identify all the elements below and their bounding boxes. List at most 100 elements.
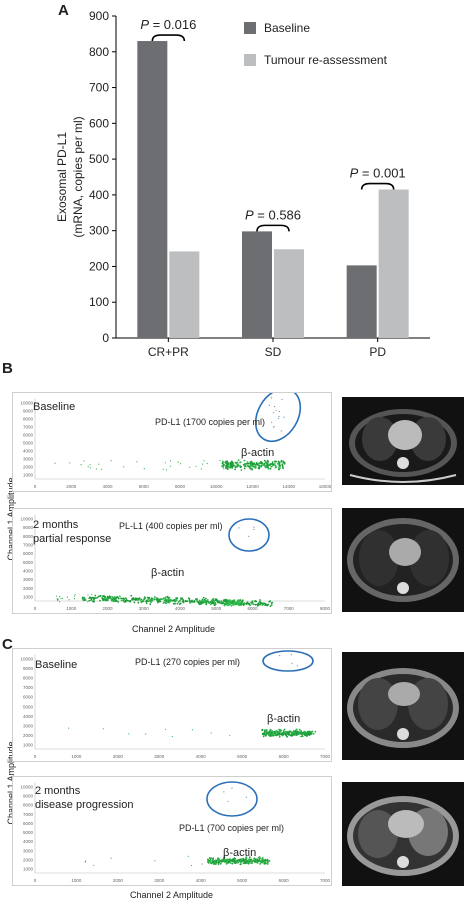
pdl1-droplet [278, 410, 280, 413]
panel-c-droplet-plot-baseline: 0 1000 2000 3000 4000 5000 6000 7000 10000 9000 80… [12, 648, 332, 762]
y-tick-label: 1000 [23, 473, 34, 478]
droplet-scatter: 0 1000 2000 3000 4000 5000 6000 7000 10000 9000 80… [20, 650, 331, 759]
actin-droplet [234, 466, 237, 469]
actin-droplet [277, 468, 280, 471]
actin-droplet [223, 599, 226, 601]
actin-droplet [123, 601, 126, 603]
actin-droplet [279, 467, 281, 469]
ct-scan-image-b-2-months [342, 508, 464, 612]
y-tick-label: 6000 [23, 821, 34, 826]
actin-droplet [189, 602, 191, 604]
pdl1-droplet [279, 655, 281, 657]
pdl1-droplet [281, 398, 283, 401]
y-tick-label: 9000 [23, 666, 34, 671]
actin-droplet [228, 600, 231, 602]
pdl1-droplet [272, 412, 274, 414]
actin-droplet [226, 462, 229, 465]
droplet-scatter: 0 1000 2000 3000 4000 5000 6000 7000 8000 10000 90… [20, 515, 331, 611]
y-tick-label: 500 [89, 152, 109, 166]
actin-droplet [283, 728, 286, 731]
y-tick-label: 8000 [23, 676, 34, 681]
actin-droplet [245, 463, 248, 465]
actin-droplet [301, 735, 304, 738]
actin-droplet [93, 864, 95, 866]
actin-droplet [210, 732, 212, 734]
actin-droplet [87, 594, 89, 596]
actin-droplet [226, 600, 229, 603]
pdl1-droplet [290, 654, 292, 656]
actin-droplet [69, 462, 71, 464]
actin-droplet [114, 596, 116, 598]
actin-droplet [269, 467, 272, 470]
x-tick-label: 0 [34, 878, 37, 883]
bar-reassessment-cr-pr [169, 251, 200, 338]
pdl1-droplet [273, 426, 275, 428]
actin-droplet [298, 728, 301, 731]
x-tick-label: 7000 [320, 878, 331, 883]
actin-droplet [225, 861, 228, 864]
actin-droplet [223, 857, 226, 860]
p-value-annotation: P = 0.586 [245, 207, 301, 222]
actin-droplet [261, 604, 264, 606]
actin-droplet [191, 864, 193, 867]
actin-droplet [93, 597, 96, 600]
y-tick-label: 7000 [23, 685, 34, 690]
actin-droplet [251, 467, 253, 470]
y-tick-label: 5000 [23, 830, 34, 835]
actin-droplet [303, 731, 305, 733]
x-tick-label: 5000 [237, 754, 248, 759]
x-tick-label: 6000 [279, 878, 290, 883]
actin-droplet [87, 601, 89, 603]
actin-droplet [230, 604, 233, 607]
x-tick-label: 0 [34, 754, 37, 759]
actin-droplet [243, 465, 246, 468]
actin-droplet [179, 599, 181, 602]
actin-droplet [193, 601, 196, 603]
x-tick-label-sd: SD [265, 345, 282, 359]
actin-droplet [96, 596, 99, 599]
actin-droplet [246, 461, 249, 463]
actin-droplet [149, 599, 152, 601]
actin-droplet [184, 599, 187, 602]
actin-droplet [123, 598, 125, 601]
actin-droplet [153, 598, 156, 600]
actin-droplet [288, 733, 290, 736]
y-tick-label: 600 [89, 116, 109, 130]
actin-droplet [115, 599, 118, 602]
y-tick-label: 8000 [23, 534, 34, 539]
actin-droplet [231, 862, 234, 865]
actin-droplet [214, 601, 216, 604]
actin-droplet [266, 459, 269, 462]
panel-b-x-axis-label: Channel 2 Amplitude [132, 624, 216, 634]
actin-droplet [235, 462, 238, 464]
actin-droplet [174, 603, 176, 605]
actin-droplet [221, 602, 224, 605]
actin-droplet [110, 857, 112, 859]
actin-droplet [261, 857, 264, 860]
x-tick-label: 0 [34, 484, 37, 489]
actin-droplet [268, 731, 270, 733]
actin-droplet [217, 860, 220, 863]
actin-droplet [189, 466, 191, 468]
actin-droplet [251, 465, 254, 468]
actin-droplet [291, 732, 293, 735]
actin-droplet [168, 596, 171, 599]
x-tick-label: 6000 [279, 754, 290, 759]
x-tick-label: 2000 [113, 754, 124, 759]
x-tick-label: 3000 [154, 754, 165, 759]
actin-droplet [282, 730, 285, 732]
actin-droplet [244, 602, 247, 605]
y-tick-label: 400 [89, 188, 109, 202]
actin-droplet [202, 601, 205, 604]
actin-droplet [275, 733, 277, 735]
y-tick-label: 4000 [23, 569, 34, 574]
x-tick-label: 10000 [210, 484, 223, 489]
actin-droplet [99, 599, 101, 602]
actin-droplet [268, 733, 271, 736]
actin-droplet [62, 597, 64, 599]
pdl1-droplet [280, 430, 282, 432]
actin-droplet [239, 466, 242, 468]
bar-reassessment-pd [378, 189, 409, 338]
actin-droplet [230, 602, 232, 605]
actin-droplet [269, 605, 272, 608]
